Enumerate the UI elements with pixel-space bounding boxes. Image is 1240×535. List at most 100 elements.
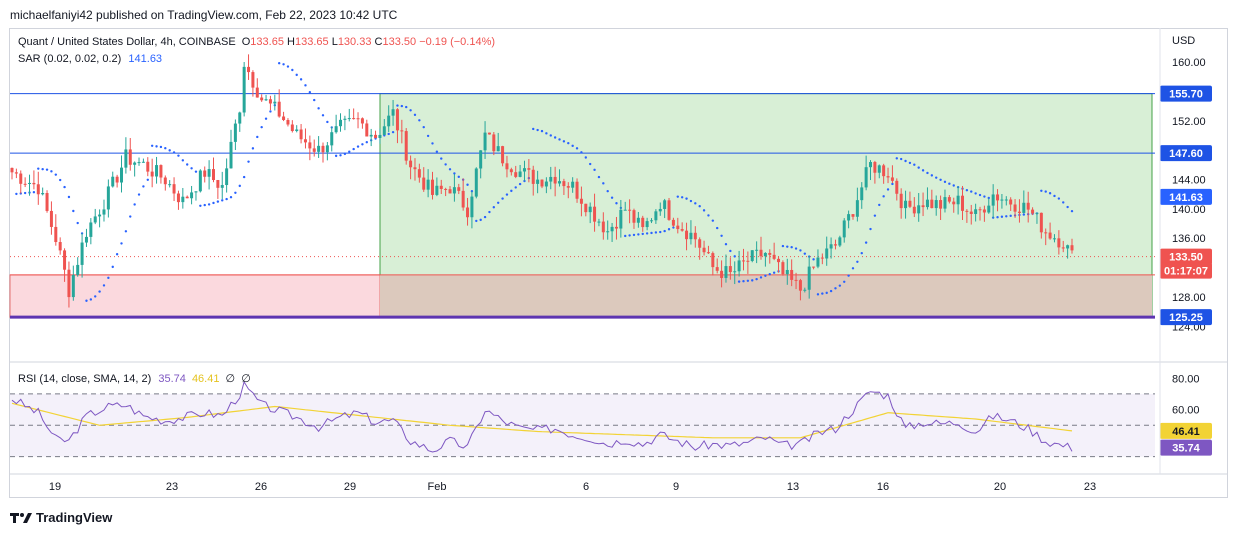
candle-body — [623, 209, 627, 211]
candle-body — [395, 109, 399, 131]
sar-dot — [492, 206, 496, 209]
candle — [76, 257, 80, 277]
sar-dot — [711, 219, 715, 222]
candle — [882, 163, 886, 184]
candle-body — [251, 72, 255, 88]
sar-dot — [286, 65, 290, 68]
candle-body — [102, 209, 106, 215]
x-tick-label: 19 — [49, 481, 61, 493]
sar-dot — [216, 200, 220, 203]
sar-dot — [869, 227, 872, 231]
candle — [487, 132, 491, 135]
candle-body — [141, 161, 145, 163]
candle-body — [255, 87, 259, 98]
candle — [54, 214, 58, 246]
candle-body — [706, 252, 710, 254]
candle-body — [369, 134, 373, 137]
candle — [19, 170, 23, 194]
candle-body — [391, 109, 395, 116]
candle — [737, 250, 741, 277]
candle — [720, 260, 724, 288]
sar-dot — [602, 182, 605, 185]
sar-dot — [772, 271, 776, 274]
candle — [987, 198, 991, 214]
sar-dot — [733, 255, 736, 258]
candle — [566, 182, 570, 199]
price-tag-147.60: 147.60 — [1169, 148, 1203, 160]
candle — [14, 168, 18, 179]
candle — [400, 119, 404, 144]
candle-body — [1039, 212, 1043, 233]
candle-body — [1044, 232, 1048, 234]
candle-body — [816, 257, 820, 267]
candle — [689, 220, 693, 245]
candle — [654, 209, 658, 224]
candle — [847, 210, 851, 229]
candle — [137, 157, 141, 166]
price-tag-155.70-bg — [1160, 85, 1212, 102]
candle — [111, 171, 115, 188]
candle-body — [404, 131, 408, 161]
candle — [312, 139, 316, 157]
rsi-legend[interactable]: RSI (14, close, SMA, 14, 2) 35.74 46.41 … — [18, 372, 251, 385]
sar-dot — [164, 147, 167, 150]
candle — [540, 179, 544, 189]
sar-dot — [939, 178, 942, 182]
candle-body — [812, 266, 816, 268]
sar-dot — [536, 128, 539, 132]
sar-dot — [1040, 189, 1043, 192]
candle — [908, 191, 912, 209]
candle-body — [172, 184, 176, 194]
candle-body — [124, 149, 128, 168]
candle — [84, 228, 88, 247]
candle-body — [641, 217, 645, 228]
candle — [501, 145, 505, 167]
candle-body — [544, 181, 548, 187]
candle-body — [194, 191, 198, 193]
sar-legend[interactable]: SAR (0.02, 0.02, 0.2) 141.63 — [18, 53, 162, 65]
candle-body — [536, 179, 540, 184]
sar-dot — [751, 279, 754, 282]
candle-body — [601, 221, 605, 233]
candle-body — [763, 252, 767, 257]
sar-value: 141.63 — [128, 53, 163, 65]
candle — [492, 132, 496, 156]
rsi-value: 35.74 — [158, 373, 186, 385]
candle — [886, 167, 890, 184]
candle-body — [531, 169, 535, 184]
candle-body — [220, 185, 224, 188]
candle-body — [1057, 238, 1061, 248]
y-tick-label: 136.00 — [1172, 233, 1206, 245]
candle-body — [509, 169, 513, 173]
candle — [448, 186, 452, 194]
candle — [225, 158, 229, 193]
candle — [939, 195, 943, 221]
candle-body — [851, 214, 855, 217]
sar-dot — [212, 201, 215, 205]
candle — [1035, 212, 1039, 224]
sar-dot — [282, 63, 285, 66]
candle — [146, 157, 150, 177]
candle-body — [19, 173, 23, 184]
sar-dot — [667, 228, 671, 231]
sar-dot — [930, 174, 934, 177]
sar-dot — [878, 203, 881, 207]
sar-dot — [339, 154, 342, 157]
sar-dot — [1000, 215, 1004, 218]
sar-dot — [405, 105, 408, 109]
candle — [128, 138, 132, 171]
candle-body — [921, 205, 925, 208]
candle-body — [825, 248, 829, 259]
candle — [715, 258, 719, 274]
candle — [960, 185, 964, 220]
footer-brand[interactable]: TradingView — [10, 510, 112, 525]
rsi-extra-2: ∅ — [241, 373, 251, 385]
candle — [343, 115, 347, 131]
candle-body — [785, 269, 789, 275]
symbol-title[interactable]: Quant / United States Dollar, 4h, COINBA… — [18, 36, 236, 48]
sar-dot — [238, 184, 241, 188]
sar-dot — [637, 233, 640, 236]
candle — [755, 241, 759, 264]
candle-body — [614, 226, 618, 229]
